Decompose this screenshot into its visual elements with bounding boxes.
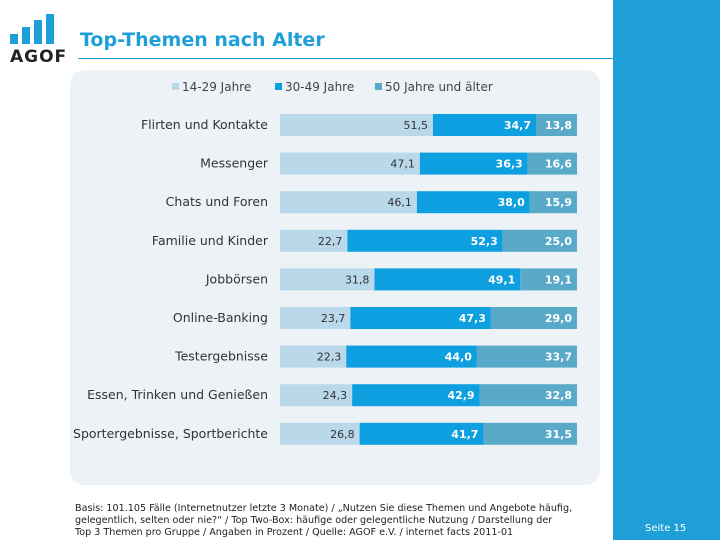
data-label: 41,7 [451,428,478,441]
data-label: 22,7 [318,235,343,248]
data-label: 34,7 [504,119,531,132]
bar-segment [280,114,433,136]
bar-segment [359,422,484,445]
title-divider [78,58,613,59]
data-label: 52,3 [471,235,498,248]
data-label: 26,8 [330,428,355,441]
bar-segment [346,345,477,368]
legend-label: 50 Jahre und älter [385,80,493,94]
legend-swatch [172,83,179,90]
category-label: Jobbörsen [205,271,268,286]
bar-segment [502,229,577,252]
category-label: Sportergebnisse, Sportberichte [73,426,268,441]
stacked-bar-chart: 14-29 Jahre 30-49 Jahre 50 Jahre und älter… [73,80,577,445]
bar-segment [483,422,577,445]
bar-segment [419,152,528,175]
data-label: 44,0 [445,351,472,364]
category-label: Familie und Kinder [152,233,269,248]
bar-segment [280,268,375,291]
bar-segment [529,191,577,214]
data-label: 23,7 [321,312,346,325]
bar-segment [280,307,351,329]
legend-swatch [375,83,382,90]
bar-segment [280,422,360,445]
right-accent-bar [613,0,720,540]
data-label: 47,1 [390,158,415,171]
bar-segment [350,307,491,329]
data-label: 46,1 [387,196,412,209]
bar-segment [347,229,503,252]
category-label: Testergebnisse [174,349,268,364]
category-label: Online-Banking [173,310,268,325]
data-label: 42,9 [447,389,474,402]
bar-segment [280,229,348,252]
data-label: 38,0 [498,196,525,209]
data-label: 19,1 [545,273,572,286]
logo-bars-icon [10,10,66,44]
data-label: 15,9 [545,196,572,209]
data-label: 32,8 [545,389,572,402]
category-label: Essen, Trinken und Genießen [87,387,268,402]
data-label: 31,5 [545,428,572,441]
bar-segment [280,384,353,407]
data-label: 36,3 [496,158,523,171]
footnote-line: gelegentlich, selten oder nie?“ / Top Tw… [75,515,553,526]
category-label: Flirten und Kontakte [141,117,268,132]
data-label: 24,3 [323,389,348,402]
footnote-line: Basis: 101.105 Fälle (Internetnutzer let… [75,503,573,514]
bar-segment [374,268,521,291]
page-title: Top-Themen nach Alter [80,29,325,51]
page-number: Seite 15 [645,523,687,534]
bar-segment [416,191,530,214]
data-label: 29,0 [545,312,572,325]
legend-swatch [275,83,282,90]
category-label: Chats und Foren [166,194,268,209]
bar-segment [490,307,577,329]
data-label: 22,3 [317,351,342,364]
bar-segment [479,384,577,407]
bar-segment [280,345,347,368]
bar-segment [432,114,537,136]
data-label: 25,0 [545,235,572,248]
data-label: 33,7 [545,351,572,364]
footnote: Basis: 101.105 Fälle (Internetnutzer let… [75,503,605,539]
agof-logo: AGOF [10,10,68,67]
footnote-line: Top 3 Themen pro Gruppe / Angaben in Pro… [75,527,514,538]
legend-label: 14-29 Jahre [182,80,251,94]
category-label: Messenger [200,156,269,171]
bar-segment [520,268,577,291]
data-label: 31,8 [345,273,370,286]
data-label: 16,6 [545,158,572,171]
data-label: 51,5 [403,119,428,132]
bar-segment [527,152,577,175]
bar-segment [476,345,577,368]
legend-label: 30-49 Jahre [285,80,354,94]
bar-segment [280,191,417,214]
data-label: 49,1 [488,273,515,286]
data-label: 47,3 [459,312,486,325]
logo-text: AGOF [10,47,68,67]
bar-segment [280,152,420,175]
bar-segment [352,384,480,407]
bar-segment [536,114,577,136]
data-label: 13,8 [545,119,572,132]
